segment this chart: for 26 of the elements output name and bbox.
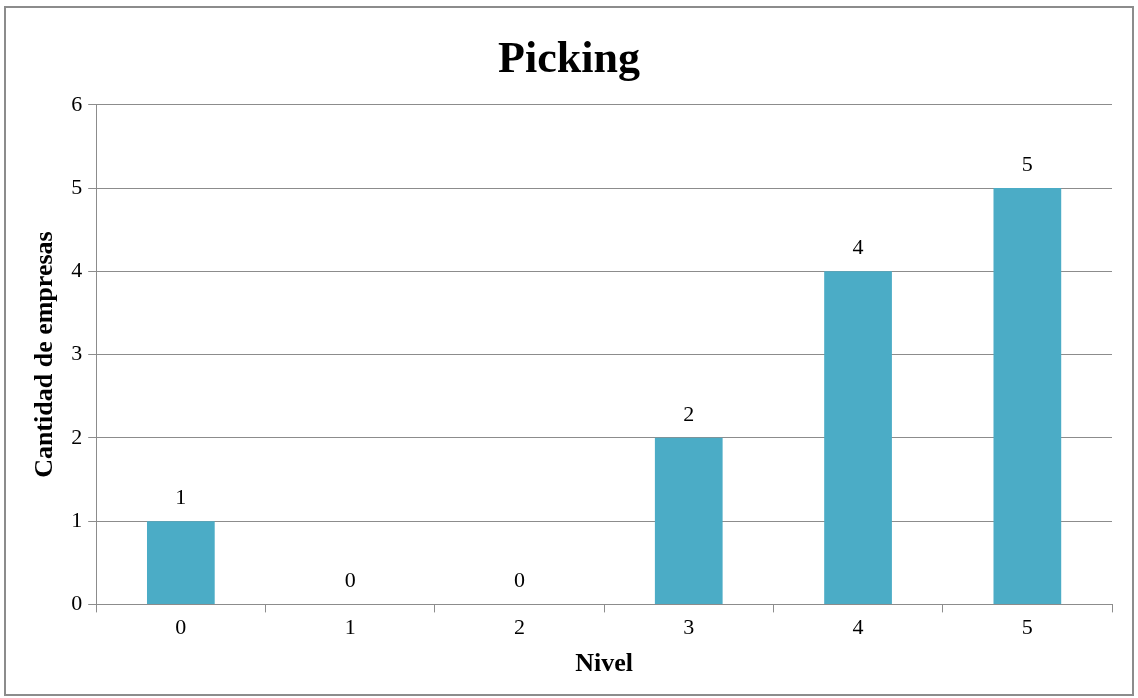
- y-tick-label: 2: [71, 423, 83, 449]
- x-tick-label: 2: [513, 614, 525, 640]
- chart-title: Picking: [498, 32, 640, 82]
- data-label: 4: [852, 234, 864, 260]
- y-tick-label: 6: [71, 90, 83, 116]
- data-label: 0: [344, 567, 356, 593]
- bar: [824, 271, 892, 604]
- x-tick-label: 1: [344, 614, 356, 640]
- y-tick-label: 5: [71, 173, 83, 199]
- y-tick-label: 0: [71, 590, 83, 616]
- data-label: 0: [513, 567, 525, 593]
- y-tick-label: 4: [71, 257, 83, 283]
- y-tick-label: 3: [71, 340, 83, 366]
- bar: [146, 521, 215, 604]
- data-label: 2: [683, 400, 695, 426]
- x-tick-label: 0: [175, 614, 187, 640]
- bar: [654, 437, 723, 604]
- data-label: 5: [1021, 150, 1033, 176]
- y-tick-label: 1: [71, 506, 83, 532]
- x-tick-label: 5: [1021, 614, 1033, 640]
- x-axis-title: Nivel: [575, 648, 633, 678]
- y-axis-title: Cantidad de empresas: [29, 231, 59, 478]
- x-tick-label: 4: [852, 614, 864, 640]
- bar: [993, 188, 1062, 604]
- x-tick-label: 3: [683, 614, 695, 640]
- data-label: 1: [175, 483, 187, 509]
